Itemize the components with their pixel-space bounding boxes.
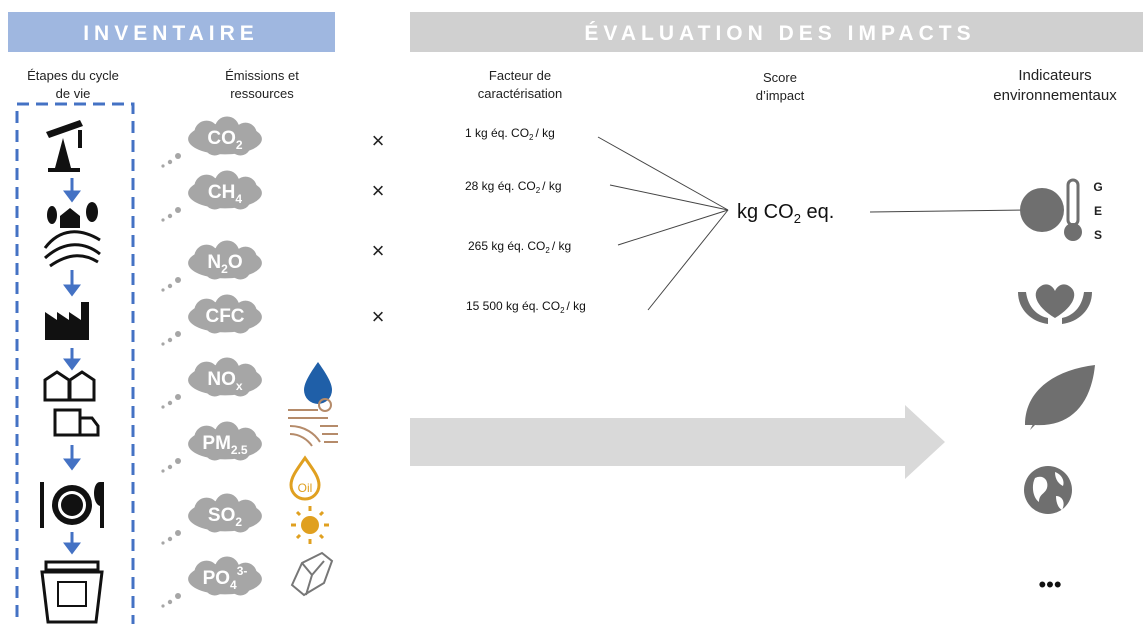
oil-label: Oil <box>298 481 313 495</box>
emission-label: PM2.5 <box>202 433 248 457</box>
factor-label: 265 kg éq. CO2/ kg <box>468 239 571 255</box>
factor-label: 28 kg éq. CO2/ kg <box>465 179 562 195</box>
col-heading: Émissions et <box>225 68 299 83</box>
col-heading: Indicateurs <box>1018 67 1091 84</box>
cloud-dot <box>167 599 173 605</box>
more-indicators: ••• <box>1038 572 1061 597</box>
emission-cloud: PO43- <box>161 556 262 608</box>
cloud-dot <box>167 159 173 165</box>
col-heading: Étapes du cycle <box>27 68 119 83</box>
cloud-dot <box>167 464 173 470</box>
emission-label: PO43- <box>203 564 248 592</box>
cloud-dot <box>175 153 181 159</box>
cloud-dot <box>167 400 173 406</box>
emission-label: CH4 <box>208 182 242 206</box>
cloud-dot <box>161 164 165 168</box>
emission-cloud: CH4 <box>161 170 262 222</box>
col-heading: Facteur de <box>489 68 551 83</box>
col-heading: d’impact <box>756 88 805 103</box>
impacts-band <box>410 12 1143 52</box>
cloud-dot <box>161 342 165 346</box>
ges-letter: S <box>1094 228 1102 242</box>
emission-label: NOx <box>207 369 243 393</box>
cloud-dot <box>175 394 181 400</box>
life-cycle-box <box>15 102 135 624</box>
factor-label: 15 500 kg éq. CO2/ kg <box>466 299 586 315</box>
factor-label: 1 kg éq. CO2/ kg <box>465 126 555 142</box>
cloud-dot <box>161 604 165 608</box>
big-arrow <box>410 405 945 479</box>
inventory-title: INVENTAIRE <box>83 22 259 45</box>
cloud-dot <box>175 530 181 536</box>
cloud-dot <box>161 405 165 409</box>
emission-label: CFC <box>205 306 244 327</box>
cloud-dot <box>167 337 173 343</box>
emission-cloud: SO2 <box>161 493 262 545</box>
stage-arrows <box>63 178 81 555</box>
emission-cloud: CO2 <box>161 116 262 168</box>
emission-label: CO2 <box>207 128 243 152</box>
inventory-band <box>8 12 335 52</box>
multiply-sign: × <box>372 178 385 203</box>
impacts-title: ÉVALUATION DES IMPACTS <box>584 22 975 45</box>
emission-label: N2O <box>207 252 242 276</box>
cloud-dot <box>175 593 181 599</box>
multiply-sign: × <box>372 304 385 329</box>
emission-cloud: CFC <box>161 294 262 346</box>
cloud-dot <box>175 207 181 213</box>
indicator-icons: ••• <box>1018 178 1095 597</box>
emission-cloud: PM2.5 <box>161 421 262 473</box>
cloud-dot <box>167 213 173 219</box>
emission-cloud: NOx <box>161 357 262 409</box>
col-heading: de vie <box>56 86 91 101</box>
emission-label: SO2 <box>208 505 242 529</box>
cloud-dot <box>175 277 181 283</box>
impact-score: kg CO2 eq. <box>737 201 834 226</box>
cloud-dot <box>175 458 181 464</box>
multiply-sign: × <box>372 238 385 263</box>
col-heading: caractérisation <box>478 86 563 101</box>
cloud-dot <box>167 536 173 542</box>
col-heading: Score <box>763 70 797 85</box>
stage-icons <box>40 120 104 624</box>
cloud-dot <box>175 331 181 337</box>
cloud-dot <box>161 288 165 292</box>
col-heading: ressources <box>230 86 294 101</box>
col-heading: environnementaux <box>993 87 1117 104</box>
cloud-dot <box>161 541 165 545</box>
ges-letter: G <box>1093 180 1102 194</box>
ges-letter: E <box>1094 204 1102 218</box>
cloud-dot <box>161 469 165 473</box>
multiply-sign: × <box>372 128 385 153</box>
resource-icons: Oil <box>288 362 338 597</box>
factor-lines <box>597 136 1031 311</box>
cloud-dot <box>161 218 165 222</box>
cloud-dot <box>167 283 173 289</box>
emission-cloud: N2O <box>161 240 262 292</box>
